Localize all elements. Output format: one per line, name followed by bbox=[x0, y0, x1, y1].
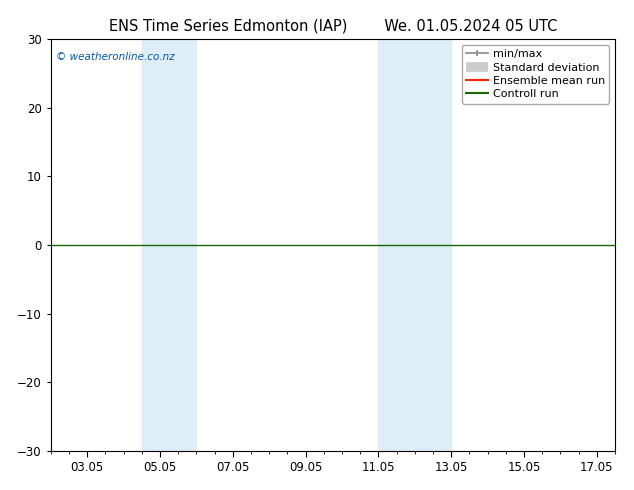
Bar bbox=[142, 39, 197, 451]
Title: ENS Time Series Edmonton (IAP)        We. 01.05.2024 05 UTC: ENS Time Series Edmonton (IAP) We. 01.05… bbox=[108, 19, 557, 34]
Text: © weatheronline.co.nz: © weatheronline.co.nz bbox=[56, 51, 175, 62]
Legend: min/max, Standard deviation, Ensemble mean run, Controll run: min/max, Standard deviation, Ensemble me… bbox=[462, 45, 609, 104]
Bar bbox=[378, 39, 451, 451]
